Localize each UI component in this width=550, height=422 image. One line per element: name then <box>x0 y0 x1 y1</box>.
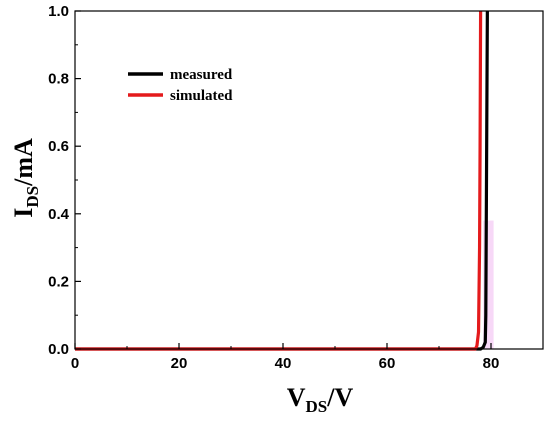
series-line-simulated <box>75 10 483 351</box>
x-tick-label: 20 <box>171 355 188 372</box>
shaded-region <box>483 220 494 349</box>
y-tick-label: 0.6 <box>48 138 69 155</box>
series-layer <box>75 10 489 351</box>
y-axis-label: IDS/mA <box>9 138 42 218</box>
plot-frame <box>74 10 544 350</box>
legend: measured simulated <box>128 67 233 104</box>
y-tick-label: 0.2 <box>48 273 69 290</box>
y-tick-label: 0.4 <box>48 206 70 223</box>
x-tick-label: 40 <box>275 355 292 372</box>
x-axis-ticks: 0 20 40 60 80 <box>71 343 500 372</box>
y-tick-label: 0.8 <box>48 71 69 88</box>
y-axis-ticks: 0.0 0.2 0.4 0.6 0.8 1.0 <box>48 3 81 358</box>
x-tick-label: 60 <box>379 355 396 372</box>
y-tick-label: 0.0 <box>48 341 69 358</box>
series-line-measured <box>75 10 489 351</box>
x-tick-label: 0 <box>71 355 79 372</box>
x-axis-label: VDS/V <box>287 383 354 416</box>
x-tick-label: 80 <box>483 355 500 372</box>
legend-label: simulated <box>170 88 233 104</box>
legend-label: measured <box>170 67 233 83</box>
y-tick-label: 1.0 <box>48 3 69 20</box>
